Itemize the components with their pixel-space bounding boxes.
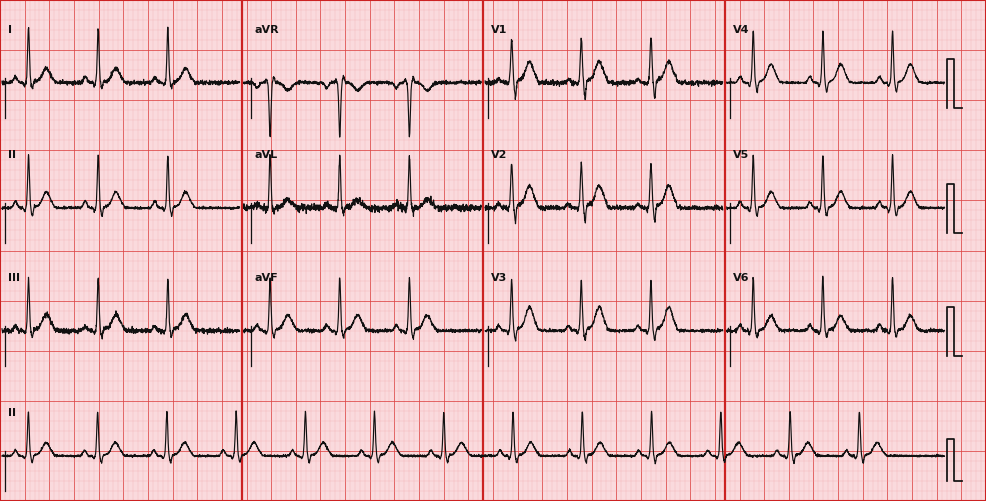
Text: V4: V4 <box>733 25 749 35</box>
Text: V3: V3 <box>491 273 507 283</box>
Text: V5: V5 <box>733 150 748 160</box>
Text: II: II <box>8 150 16 160</box>
Text: aVL: aVL <box>254 150 277 160</box>
Text: V2: V2 <box>491 150 508 160</box>
Text: II: II <box>8 408 16 418</box>
Text: aVR: aVR <box>254 25 279 35</box>
Text: V6: V6 <box>733 273 749 283</box>
Text: aVF: aVF <box>254 273 278 283</box>
Text: III: III <box>8 273 20 283</box>
Text: V1: V1 <box>491 25 508 35</box>
Text: I: I <box>8 25 12 35</box>
